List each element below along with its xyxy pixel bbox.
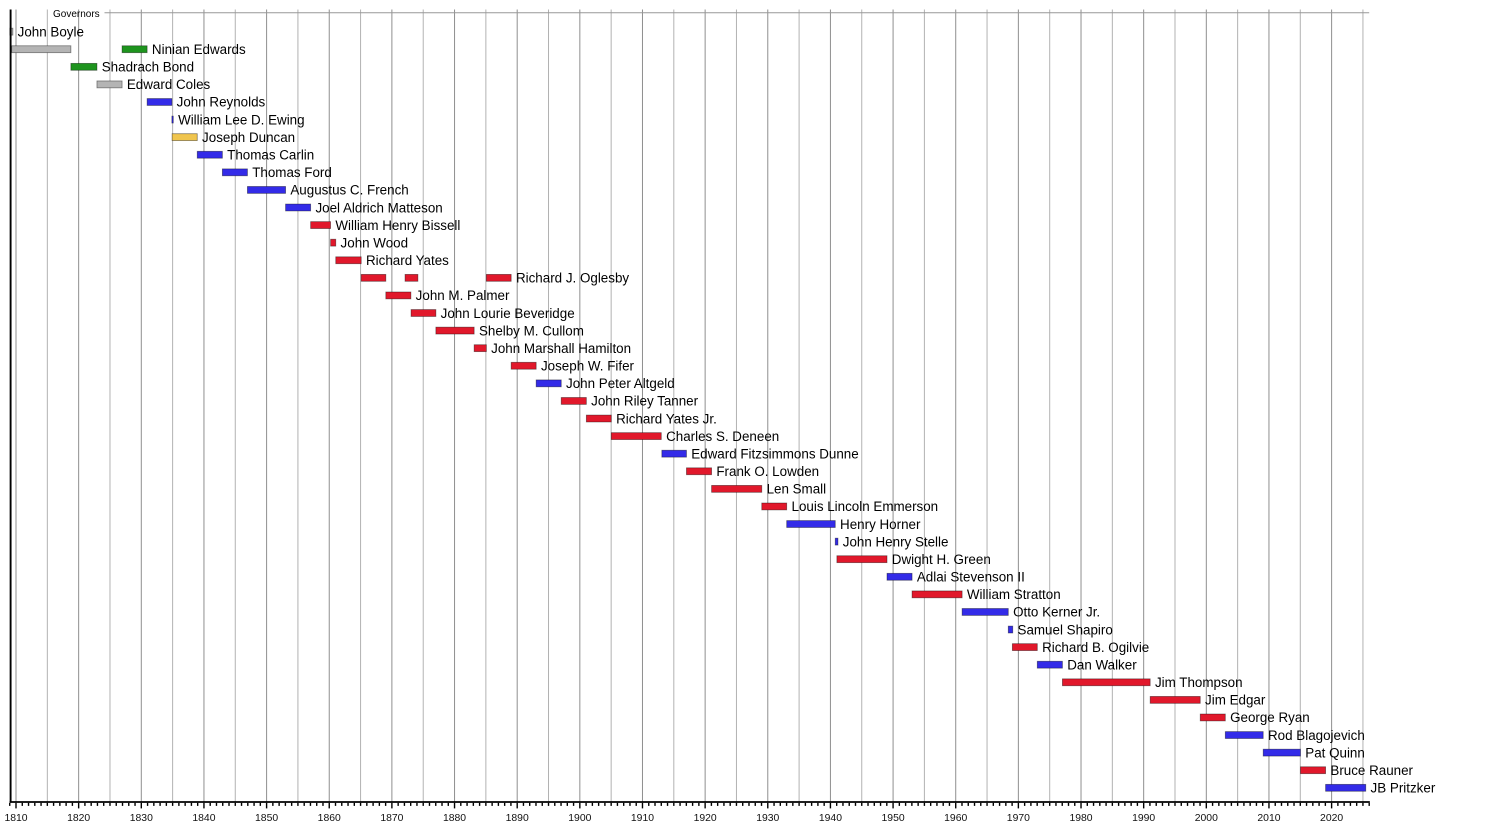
- svg-text:Charles S. Deneen: Charles S. Deneen: [666, 429, 779, 444]
- svg-text:Joseph Duncan: Joseph Duncan: [202, 130, 295, 145]
- svg-text:Joseph W. Fifer: Joseph W. Fifer: [541, 359, 635, 374]
- svg-text:1910: 1910: [631, 813, 654, 822]
- svg-text:Thomas Ford: Thomas Ford: [252, 165, 332, 180]
- svg-text:Otto Kerner Jr.: Otto Kerner Jr.: [1013, 605, 1100, 620]
- svg-text:1870: 1870: [380, 813, 403, 822]
- svg-text:John Reynolds: John Reynolds: [177, 95, 266, 110]
- svg-text:Frank O. Lowden: Frank O. Lowden: [716, 464, 819, 479]
- svg-text:1810: 1810: [4, 813, 27, 822]
- svg-text:1830: 1830: [130, 813, 153, 822]
- svg-text:George Ryan: George Ryan: [1230, 710, 1310, 725]
- svg-text:Richard Yates Jr.: Richard Yates Jr.: [616, 411, 717, 426]
- svg-text:2010: 2010: [1257, 813, 1280, 822]
- svg-text:Dan Walker: Dan Walker: [1067, 657, 1137, 672]
- svg-text:Joel Aldrich Matteson: Joel Aldrich Matteson: [315, 200, 442, 215]
- svg-text:1900: 1900: [568, 813, 591, 822]
- svg-text:Richard Yates: Richard Yates: [366, 253, 449, 268]
- svg-text:Rod Blagojevich: Rod Blagojevich: [1268, 728, 1365, 743]
- svg-text:Edward Fitzsimmons Dunne: Edward Fitzsimmons Dunne: [691, 446, 858, 461]
- svg-text:1840: 1840: [192, 813, 215, 822]
- svg-text:1920: 1920: [694, 813, 717, 822]
- svg-text:Dwight H. Green: Dwight H. Green: [892, 552, 991, 567]
- svg-text:1970: 1970: [1007, 813, 1030, 822]
- svg-text:Louis Lincoln Emmerson: Louis Lincoln Emmerson: [792, 499, 939, 514]
- svg-text:Len Small: Len Small: [767, 482, 827, 497]
- svg-text:1930: 1930: [756, 813, 779, 822]
- svg-text:Henry Horner: Henry Horner: [840, 517, 921, 532]
- svg-text:1980: 1980: [1069, 813, 1092, 822]
- svg-text:1890: 1890: [506, 813, 529, 822]
- svg-text:John Peter Altgeld: John Peter Altgeld: [566, 376, 675, 391]
- svg-text:Augustus C. French: Augustus C. French: [290, 183, 408, 198]
- svg-text:John Wood: John Wood: [341, 235, 409, 250]
- svg-text:Richard J. Oglesby: Richard J. Oglesby: [516, 271, 629, 286]
- svg-text:John Boyle: John Boyle: [18, 24, 84, 39]
- svg-text:Thomas Carlin: Thomas Carlin: [227, 148, 314, 163]
- svg-text:William Henry Bissell: William Henry Bissell: [335, 218, 460, 233]
- svg-text:1940: 1940: [819, 813, 842, 822]
- svg-text:William Stratton: William Stratton: [967, 587, 1061, 602]
- svg-text:John Riley Tanner: John Riley Tanner: [591, 394, 698, 409]
- svg-text:John Marshall Hamilton: John Marshall Hamilton: [491, 341, 631, 356]
- svg-text:Shadrach Bond: Shadrach Bond: [102, 60, 194, 75]
- svg-text:Shelby M. Cullom: Shelby M. Cullom: [479, 323, 584, 338]
- svg-text:2020: 2020: [1320, 813, 1343, 822]
- svg-text:Richard B. Ogilvie: Richard B. Ogilvie: [1042, 640, 1149, 655]
- svg-text:Bruce Rauner: Bruce Rauner: [1330, 763, 1413, 778]
- svg-text:1880: 1880: [443, 813, 466, 822]
- svg-text:John Henry Stelle: John Henry Stelle: [843, 534, 949, 549]
- svg-text:Pat Quinn: Pat Quinn: [1305, 745, 1365, 760]
- svg-text:JB Pritzker: JB Pritzker: [1371, 781, 1436, 796]
- svg-text:Edward Coles: Edward Coles: [127, 77, 211, 92]
- svg-text:William Lee D. Ewing: William Lee D. Ewing: [178, 112, 305, 127]
- svg-text:1990: 1990: [1132, 813, 1155, 822]
- svg-text:Samuel Shapiro: Samuel Shapiro: [1018, 622, 1113, 637]
- svg-text:Jim Thompson: Jim Thompson: [1155, 675, 1243, 690]
- svg-text:Jim Edgar: Jim Edgar: [1205, 693, 1266, 708]
- svg-text:Governors: Governors: [53, 9, 100, 20]
- svg-text:John Lourie Beveridge: John Lourie Beveridge: [441, 306, 575, 321]
- svg-text:1850: 1850: [255, 813, 278, 822]
- svg-text:Adlai Stevenson II: Adlai Stevenson II: [917, 570, 1025, 585]
- svg-text:1950: 1950: [882, 813, 905, 822]
- svg-text:2000: 2000: [1195, 813, 1218, 822]
- svg-text:1960: 1960: [944, 813, 967, 822]
- svg-text:1860: 1860: [318, 813, 341, 822]
- svg-text:1820: 1820: [67, 813, 90, 822]
- svg-text:Ninian Edwards: Ninian Edwards: [152, 42, 246, 57]
- svg-text:John M. Palmer: John M. Palmer: [416, 288, 510, 303]
